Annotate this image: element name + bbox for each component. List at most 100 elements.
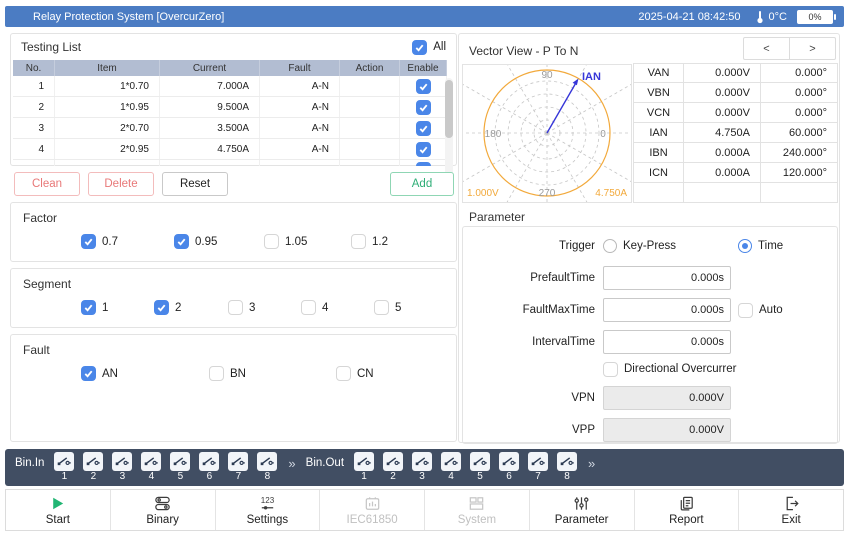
- parameter-button[interactable]: Parameter: [529, 490, 634, 530]
- table-row[interactable]: 3 2*0.70 3.500A A-N: [13, 118, 447, 139]
- segment-option[interactable]: 3: [228, 300, 255, 315]
- bin-in-channel[interactable]: 3: [112, 452, 132, 482]
- bin-out-channel[interactable]: 2: [383, 452, 403, 482]
- row-enable-checkbox[interactable]: [416, 142, 431, 157]
- binary-button[interactable]: Binary: [110, 490, 215, 530]
- switch-icon: [257, 452, 277, 471]
- system-button[interactable]: System: [424, 490, 529, 530]
- factor-option[interactable]: 1.2: [351, 234, 388, 249]
- segment-checkbox[interactable]: [154, 300, 169, 315]
- segment-option[interactable]: 4: [301, 300, 328, 315]
- row-enable-checkbox[interactable]: [416, 79, 431, 94]
- segment-checkbox[interactable]: [374, 300, 389, 315]
- fault-checkbox[interactable]: [336, 366, 351, 381]
- bin-in-channel[interactable]: 2: [83, 452, 103, 482]
- phasor-angle: 0.000°: [761, 83, 837, 102]
- bin-in-channel[interactable]: 6: [199, 452, 219, 482]
- fault-checkbox[interactable]: [81, 366, 96, 381]
- switch-icon: [83, 452, 103, 471]
- vector-next-button[interactable]: >: [789, 37, 836, 60]
- phasor-angle: 0.000°: [761, 103, 837, 122]
- segment-checkbox[interactable]: [301, 300, 316, 315]
- report-button[interactable]: Report: [634, 490, 739, 530]
- segment-option[interactable]: 5: [374, 300, 401, 315]
- factor-checkbox[interactable]: [264, 234, 279, 249]
- cell-no: 3: [13, 118, 55, 138]
- vector-prev-button[interactable]: <: [743, 37, 790, 60]
- factor-checkbox[interactable]: [174, 234, 189, 249]
- row-enable-checkbox[interactable]: [416, 121, 431, 136]
- select-all-control[interactable]: All: [412, 40, 446, 55]
- bin-in-channel[interactable]: 5: [170, 452, 190, 482]
- interval-input[interactable]: [603, 330, 731, 354]
- phasor-name: IAN: [634, 123, 684, 142]
- start-button[interactable]: Start: [6, 490, 110, 530]
- exit-button[interactable]: Exit: [738, 490, 843, 530]
- row-enable-checkbox[interactable]: [416, 100, 431, 115]
- fault-option[interactable]: CN: [336, 366, 374, 381]
- bin-out-channel[interactable]: 6: [499, 452, 519, 482]
- row-enable-checkbox[interactable]: [416, 162, 431, 166]
- delete-button[interactable]: Delete: [88, 172, 154, 196]
- time-radio[interactable]: [738, 239, 752, 253]
- factor-option[interactable]: 0.7: [81, 234, 118, 249]
- bin-out-channel[interactable]: 4: [441, 452, 461, 482]
- scrollbar-thumb[interactable]: [445, 80, 453, 138]
- segment-checkbox[interactable]: [228, 300, 243, 315]
- bin-out-channel[interactable]: 1: [354, 452, 374, 482]
- fault-option[interactable]: BN: [209, 366, 246, 381]
- faultmax-input[interactable]: [603, 298, 731, 322]
- bin-out-channel[interactable]: 8: [557, 452, 577, 482]
- directional-option[interactable]: Directional Overcurrer: [603, 362, 736, 377]
- channel-number: 8: [564, 471, 570, 482]
- table-row[interactable]: 2 1*0.95 9.500A A-N: [13, 97, 447, 118]
- table-row[interactable]: 4 2*0.95 4.750A A-N: [13, 139, 447, 160]
- iec61850-button[interactable]: IEC61850: [319, 490, 424, 530]
- segment-title: Segment: [23, 277, 71, 291]
- auto-checkbox[interactable]: [738, 303, 753, 318]
- bin-out-label: Bin.Out: [306, 457, 344, 469]
- prefault-input[interactable]: [603, 266, 731, 290]
- segment-option-label: 5: [395, 302, 401, 314]
- cell-item: 2*0.95: [55, 139, 160, 159]
- bin-out-channel[interactable]: 5: [470, 452, 490, 482]
- segment-checkbox[interactable]: [81, 300, 96, 315]
- bin-in-channel[interactable]: 7: [228, 452, 248, 482]
- select-all-checkbox[interactable]: [412, 40, 427, 55]
- toolbar-label: Exit: [782, 514, 801, 526]
- bin-in-channel[interactable]: 1: [54, 452, 74, 482]
- trigger-keypress-option[interactable]: Key-Press: [603, 239, 676, 253]
- angle-label-bottom: 270: [539, 188, 556, 199]
- clean-button[interactable]: Clean: [14, 172, 80, 196]
- factor-option[interactable]: 1.05: [264, 234, 307, 249]
- values-slider-icon: 123: [258, 494, 277, 513]
- auto-option[interactable]: Auto: [738, 303, 783, 318]
- bin-out-channel[interactable]: 3: [412, 452, 432, 482]
- bottom-toolbar: Start Binary 123 Settings IEC61850 Syste…: [5, 489, 844, 531]
- segment-option[interactable]: 1: [81, 300, 108, 315]
- bin-in-channel[interactable]: 4: [141, 452, 161, 482]
- directional-checkbox[interactable]: [603, 362, 618, 377]
- cell-current: 4.750A: [160, 139, 260, 159]
- reset-button[interactable]: Reset: [162, 172, 228, 196]
- keypress-radio[interactable]: [603, 239, 617, 253]
- factor-checkbox[interactable]: [81, 234, 96, 249]
- factor-option[interactable]: 0.95: [174, 234, 217, 249]
- prefault-row: PrefaultTime: [463, 266, 837, 290]
- directional-row: Directional Overcurrer: [463, 360, 837, 378]
- table-row-clipped[interactable]: [13, 160, 447, 166]
- trigger-time-option[interactable]: Time: [738, 239, 783, 253]
- window-title: Relay Protection System [OvercurZero]: [33, 11, 224, 23]
- factor-checkbox[interactable]: [351, 234, 366, 249]
- fault-checkbox[interactable]: [209, 366, 224, 381]
- segment-option[interactable]: 2: [154, 300, 181, 315]
- settings-button[interactable]: 123 Settings: [215, 490, 320, 530]
- table-row[interactable]: 1 1*0.70 7.000A A-N: [13, 76, 447, 97]
- phasor-magnitude: 0.000V: [684, 64, 761, 82]
- bin-in-channel[interactable]: 8: [257, 452, 277, 482]
- bin-out-channel[interactable]: 7: [528, 452, 548, 482]
- channel-number: 5: [477, 471, 483, 482]
- fault-option[interactable]: AN: [81, 366, 118, 381]
- switch-icon: [354, 452, 374, 471]
- add-button[interactable]: Add: [390, 172, 454, 196]
